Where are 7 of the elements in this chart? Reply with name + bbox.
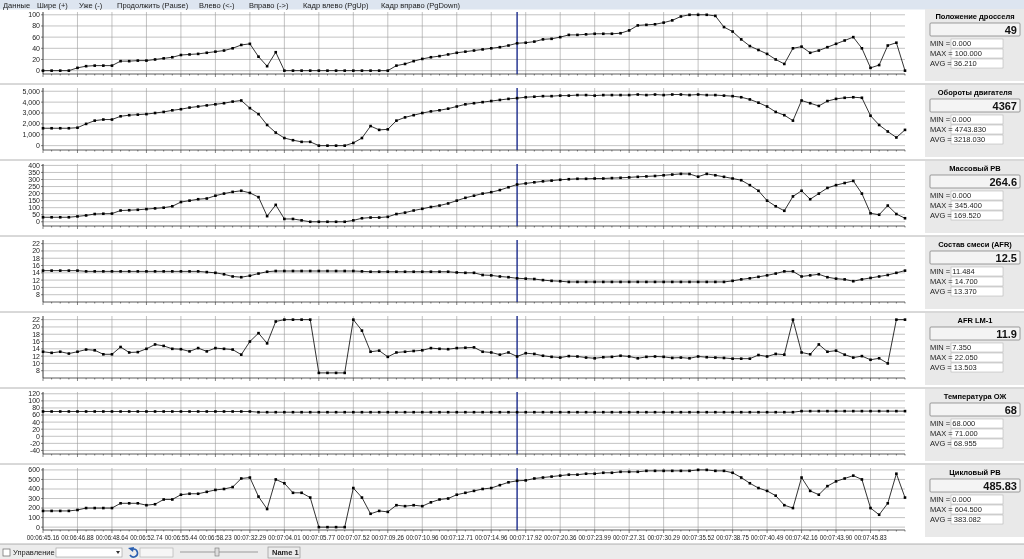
text: 485.83 [983,479,1017,492]
text: 49 [1004,23,1017,36]
text: 12.5 [995,251,1017,264]
text: 4367 [992,99,1017,112]
text: 11.9 [996,327,1017,340]
text: 264.6 [989,175,1017,188]
text: 68 [1004,403,1017,416]
